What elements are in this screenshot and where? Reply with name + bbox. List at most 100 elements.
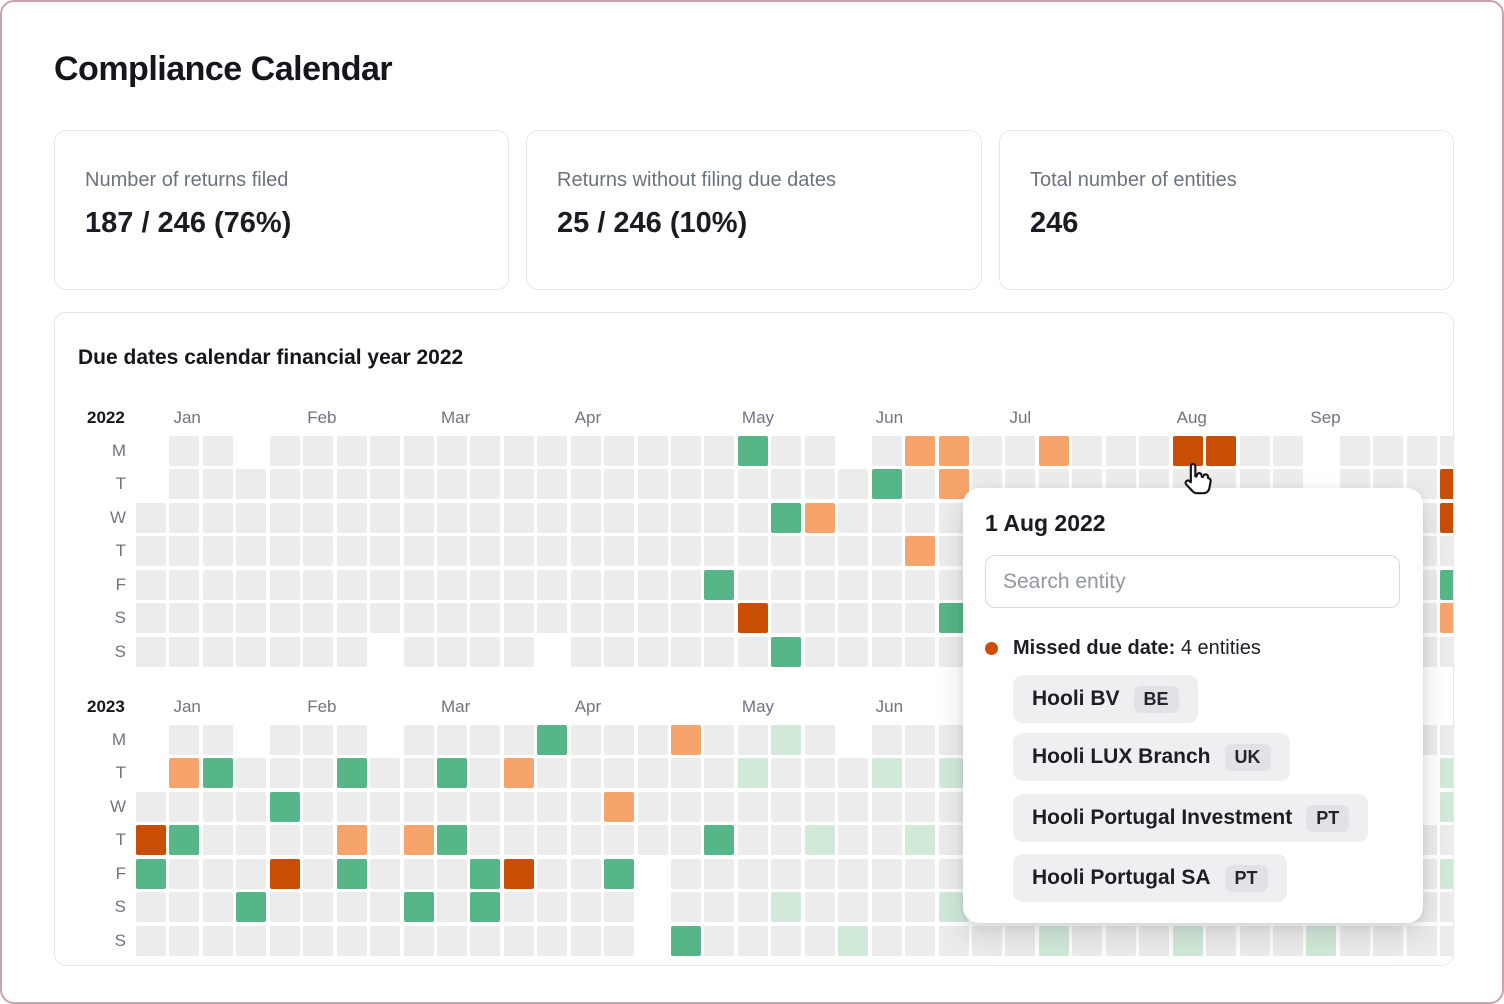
day-cell[interactable] <box>1440 636 1453 667</box>
day-cell[interactable] <box>637 725 668 755</box>
day-cell[interactable] <box>136 825 166 856</box>
day-cell[interactable] <box>503 469 534 500</box>
day-cell[interactable] <box>1440 858 1453 889</box>
day-cell[interactable] <box>370 436 401 466</box>
day-cell[interactable] <box>1339 436 1370 466</box>
day-cell[interactable] <box>1072 925 1103 956</box>
entity-chip[interactable]: Hooli BV BE <box>1013 675 1198 723</box>
day-cell[interactable] <box>1406 925 1437 956</box>
day-cell[interactable] <box>637 569 668 600</box>
day-cell[interactable] <box>503 536 534 567</box>
day-cell[interactable] <box>704 758 735 789</box>
day-cell[interactable] <box>403 758 434 789</box>
day-cell[interactable] <box>804 791 835 822</box>
day-cell[interactable] <box>503 791 534 822</box>
day-cell[interactable] <box>1373 436 1404 466</box>
day-cell[interactable] <box>570 791 601 822</box>
day-cell[interactable] <box>604 569 635 600</box>
day-cell[interactable] <box>503 892 534 923</box>
day-cell[interactable] <box>537 603 568 634</box>
day-cell[interactable] <box>436 603 467 634</box>
day-cell[interactable] <box>1339 925 1370 956</box>
day-cell[interactable] <box>236 825 267 856</box>
entity-chip[interactable]: Hooli LUX Branch UK <box>1013 733 1290 781</box>
day-cell[interactable] <box>436 436 467 466</box>
day-cell[interactable] <box>169 536 200 567</box>
day-cell[interactable] <box>470 825 501 856</box>
day-cell[interactable] <box>804 569 835 600</box>
day-cell[interactable] <box>604 892 635 923</box>
day-cell[interactable] <box>503 636 534 667</box>
day-cell[interactable] <box>604 536 635 567</box>
day-cell[interactable] <box>436 892 467 923</box>
day-cell[interactable] <box>169 469 200 500</box>
day-cell[interactable] <box>905 725 936 755</box>
day-cell[interactable] <box>671 825 702 856</box>
day-cell[interactable] <box>269 636 300 667</box>
day-cell[interactable] <box>771 925 802 956</box>
day-cell[interactable] <box>236 569 267 600</box>
day-cell[interactable] <box>570 758 601 789</box>
day-cell[interactable] <box>570 858 601 889</box>
day-cell[interactable] <box>1440 436 1453 466</box>
day-cell[interactable] <box>804 925 835 956</box>
day-cell[interactable] <box>336 825 367 856</box>
day-cell[interactable] <box>470 603 501 634</box>
day-cell[interactable] <box>838 925 869 956</box>
day-cell[interactable] <box>269 758 300 789</box>
day-cell[interactable] <box>303 436 334 466</box>
day-cell[interactable] <box>570 825 601 856</box>
day-cell[interactable] <box>436 502 467 533</box>
day-cell[interactable] <box>637 758 668 789</box>
day-cell[interactable] <box>503 569 534 600</box>
day-cell[interactable] <box>136 892 166 923</box>
day-cell[interactable] <box>336 725 367 755</box>
day-cell[interactable] <box>704 791 735 822</box>
day-cell[interactable] <box>1272 925 1303 956</box>
day-cell[interactable] <box>503 925 534 956</box>
day-cell[interactable] <box>1440 725 1453 755</box>
day-cell[interactable] <box>771 858 802 889</box>
day-cell[interactable] <box>737 825 768 856</box>
day-cell[interactable] <box>838 469 869 500</box>
day-cell[interactable] <box>804 603 835 634</box>
day-cell[interactable] <box>370 858 401 889</box>
day-cell[interactable] <box>537 502 568 533</box>
day-cell[interactable] <box>804 858 835 889</box>
day-cell[interactable] <box>871 725 902 755</box>
day-cell[interactable] <box>269 858 300 889</box>
day-cell[interactable] <box>403 502 434 533</box>
day-cell[interactable] <box>537 925 568 956</box>
day-cell[interactable] <box>403 825 434 856</box>
day-cell[interactable] <box>1005 925 1036 956</box>
day-cell[interactable] <box>804 892 835 923</box>
day-cell[interactable] <box>336 502 367 533</box>
day-cell[interactable] <box>804 825 835 856</box>
day-cell[interactable] <box>503 502 534 533</box>
day-cell[interactable] <box>671 725 702 755</box>
day-cell[interactable] <box>570 569 601 600</box>
day-cell[interactable] <box>470 892 501 923</box>
day-cell[interactable] <box>436 725 467 755</box>
day-cell[interactable] <box>604 791 635 822</box>
day-cell[interactable] <box>236 603 267 634</box>
day-cell[interactable] <box>236 536 267 567</box>
day-cell[interactable] <box>403 536 434 567</box>
day-cell[interactable] <box>470 569 501 600</box>
day-cell[interactable] <box>269 892 300 923</box>
day-cell[interactable] <box>537 469 568 500</box>
day-cell[interactable] <box>470 436 501 466</box>
day-cell[interactable] <box>604 636 635 667</box>
day-cell[interactable] <box>570 925 601 956</box>
day-cell[interactable] <box>136 536 166 567</box>
day-cell[interactable] <box>671 925 702 956</box>
day-cell[interactable] <box>169 925 200 956</box>
day-cell[interactable] <box>737 791 768 822</box>
day-cell[interactable] <box>905 636 936 667</box>
day-cell[interactable] <box>905 858 936 889</box>
day-cell[interactable] <box>871 758 902 789</box>
day-cell[interactable] <box>871 436 902 466</box>
day-cell[interactable] <box>303 925 334 956</box>
day-cell[interactable] <box>1172 436 1203 466</box>
day-cell[interactable] <box>269 825 300 856</box>
